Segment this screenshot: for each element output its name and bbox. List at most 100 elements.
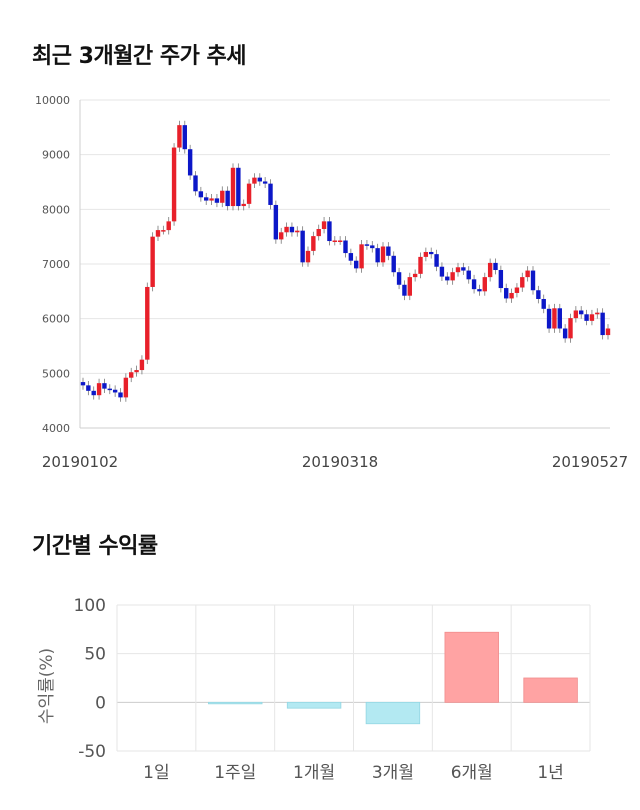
candle-x-ticks: 20190102 20190318 20190527 (42, 453, 628, 471)
candle-down (370, 245, 375, 249)
candle-up (568, 318, 573, 339)
candle-up (321, 221, 327, 230)
candle-up (230, 167, 236, 207)
candle-up (418, 256, 423, 274)
candle-down (257, 177, 262, 182)
candle-down (193, 175, 198, 192)
candle-up (241, 203, 246, 207)
candle-y-tick: 6000 (42, 313, 70, 326)
candle-down (348, 253, 354, 261)
candle-up (295, 230, 300, 233)
candle-x-tick: 20190318 (302, 453, 378, 471)
candle-down (600, 312, 605, 336)
candle-up (171, 147, 177, 222)
candle-up (123, 377, 129, 398)
candle-y-tick: 8000 (42, 203, 70, 216)
candle-up (455, 267, 461, 273)
candle-up (509, 292, 514, 299)
returns-bar (286, 701, 342, 709)
candle-up (525, 270, 530, 278)
candle-y-ticks: 4000 5000 6000 7000 8000 9000 10000 (35, 94, 70, 435)
candle-up (150, 236, 155, 287)
candle-down (461, 267, 466, 271)
returns-bar (365, 701, 421, 725)
candle-down (354, 260, 359, 269)
returns-y-axis-label: 수익률(%) (37, 648, 57, 724)
candle-down (343, 240, 348, 254)
candle-up (514, 287, 520, 293)
candle-down (546, 308, 552, 329)
candle-down (584, 314, 589, 321)
candle-up (220, 190, 225, 203)
candle-down (102, 383, 107, 389)
candle-down (80, 382, 86, 386)
candle-down (187, 149, 193, 176)
candle-down (466, 270, 471, 280)
returns-y-tick: -50 (78, 742, 106, 762)
returns-y-tick: 100 (74, 596, 106, 616)
returns-x-tick: 1년 (537, 763, 563, 783)
returns-bar (523, 677, 578, 703)
returns-y-tick: 50 (84, 645, 106, 665)
candle-down (91, 390, 96, 396)
candle-down (396, 272, 402, 285)
candle-down (364, 244, 370, 246)
candle-down (182, 125, 187, 150)
candle-up (520, 277, 525, 288)
candle-up (161, 230, 166, 232)
candle-down (498, 270, 504, 289)
candle-down (273, 204, 279, 240)
candle-up (423, 251, 429, 257)
candle-up (252, 177, 257, 184)
candle-up (332, 240, 337, 242)
candle-down (504, 288, 509, 299)
candle-down (391, 255, 396, 273)
candle-up (316, 229, 321, 237)
candle-down (562, 328, 568, 339)
candle-down (300, 230, 305, 263)
returns-bars (208, 631, 578, 725)
candle-up (155, 230, 161, 237)
candle-down (434, 254, 439, 267)
period-returns-title: 기간별 수익률 (32, 534, 158, 559)
candle-down (327, 221, 332, 242)
candle-up (552, 308, 557, 329)
period-returns-chart: -50 0 50 100 1일 1주일 1개월 3개월 6개월 1년 수익률(%) (37, 596, 591, 783)
candle-up (145, 286, 150, 360)
candle-y-tick: 5000 (42, 367, 70, 380)
candle-down (493, 262, 498, 271)
candle-up (359, 244, 364, 269)
candle-down (557, 308, 562, 329)
candle-down (214, 198, 220, 203)
candle-up (605, 328, 611, 336)
candle-up (284, 226, 289, 233)
candle-grid (79, 99, 610, 429)
candle-up (209, 198, 214, 201)
candle-up (412, 273, 418, 278)
candle-up (482, 277, 487, 292)
candle-down (112, 389, 118, 393)
returns-grid (116, 604, 591, 752)
candle-down (429, 251, 434, 255)
candle-up (96, 383, 102, 396)
candle-up (177, 125, 182, 148)
candle-y-tick: 9000 (42, 149, 70, 162)
returns-bar (444, 631, 499, 703)
candle-down (118, 392, 123, 398)
returns-y-ticks: -50 0 50 100 (74, 596, 106, 762)
candle-down (204, 197, 209, 201)
candle-down (386, 246, 391, 256)
candle-down (262, 181, 268, 184)
candle-down (198, 191, 204, 198)
candle-down (375, 248, 380, 263)
candle-up (139, 359, 145, 371)
candle-down (402, 284, 407, 296)
candle-up (246, 183, 252, 204)
returns-x-tick: 1주일 (214, 763, 256, 783)
candle-y-tick: 10000 (35, 94, 70, 107)
returns-bar (208, 701, 263, 705)
candle-up (129, 372, 134, 378)
candle-x-tick: 20190527 (552, 453, 628, 471)
candle-up (487, 262, 493, 278)
